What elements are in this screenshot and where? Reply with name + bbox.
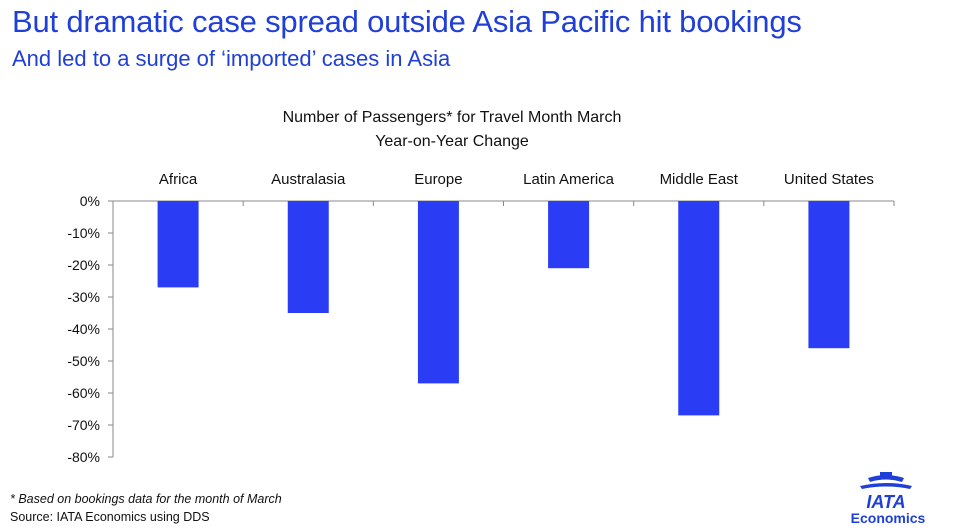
category-label: Middle East <box>660 171 739 188</box>
y-tick-label: -70% <box>67 417 100 433</box>
y-tick-label: -80% <box>67 449 100 465</box>
page-subtitle: And led to a surge of ‘imported’ cases i… <box>12 46 451 71</box>
y-tick-label: 0% <box>80 193 100 209</box>
iata-logo-wordmark: IATA <box>866 492 905 510</box>
iata-globe-icon: IATA <box>860 472 912 510</box>
footnote: * Based on bookings data for the month o… <box>10 492 282 506</box>
bar <box>548 201 590 269</box>
bar <box>417 201 459 384</box>
bar <box>678 201 720 416</box>
y-tick-label: -30% <box>67 289 100 305</box>
logo-caption: Economics <box>850 510 926 526</box>
bar <box>287 201 329 313</box>
y-tick-label: -60% <box>67 385 100 401</box>
y-tick-label: -10% <box>67 225 100 241</box>
y-tick-label: -50% <box>67 353 100 369</box>
source-note: Source: IATA Economics using DDS <box>10 510 210 524</box>
category-label: Africa <box>159 171 198 188</box>
y-tick-label: -20% <box>67 257 100 273</box>
chart-subtitle: Year-on-Year Change <box>375 133 529 150</box>
category-label: United States <box>784 171 874 188</box>
page-title: But dramatic case spread outside Asia Pa… <box>12 4 802 39</box>
chart-title-block: Number of Passengers* for Travel Month M… <box>252 106 652 154</box>
bar <box>808 201 850 349</box>
bar <box>157 201 199 288</box>
y-tick-label: -40% <box>67 321 100 337</box>
iata-logo: IATA Economics <box>842 470 942 528</box>
category-label: Latin America <box>523 171 615 188</box>
chart-title: Number of Passengers* for Travel Month M… <box>282 109 622 126</box>
category-label: Australasia <box>271 171 346 188</box>
category-label: Europe <box>414 171 462 188</box>
